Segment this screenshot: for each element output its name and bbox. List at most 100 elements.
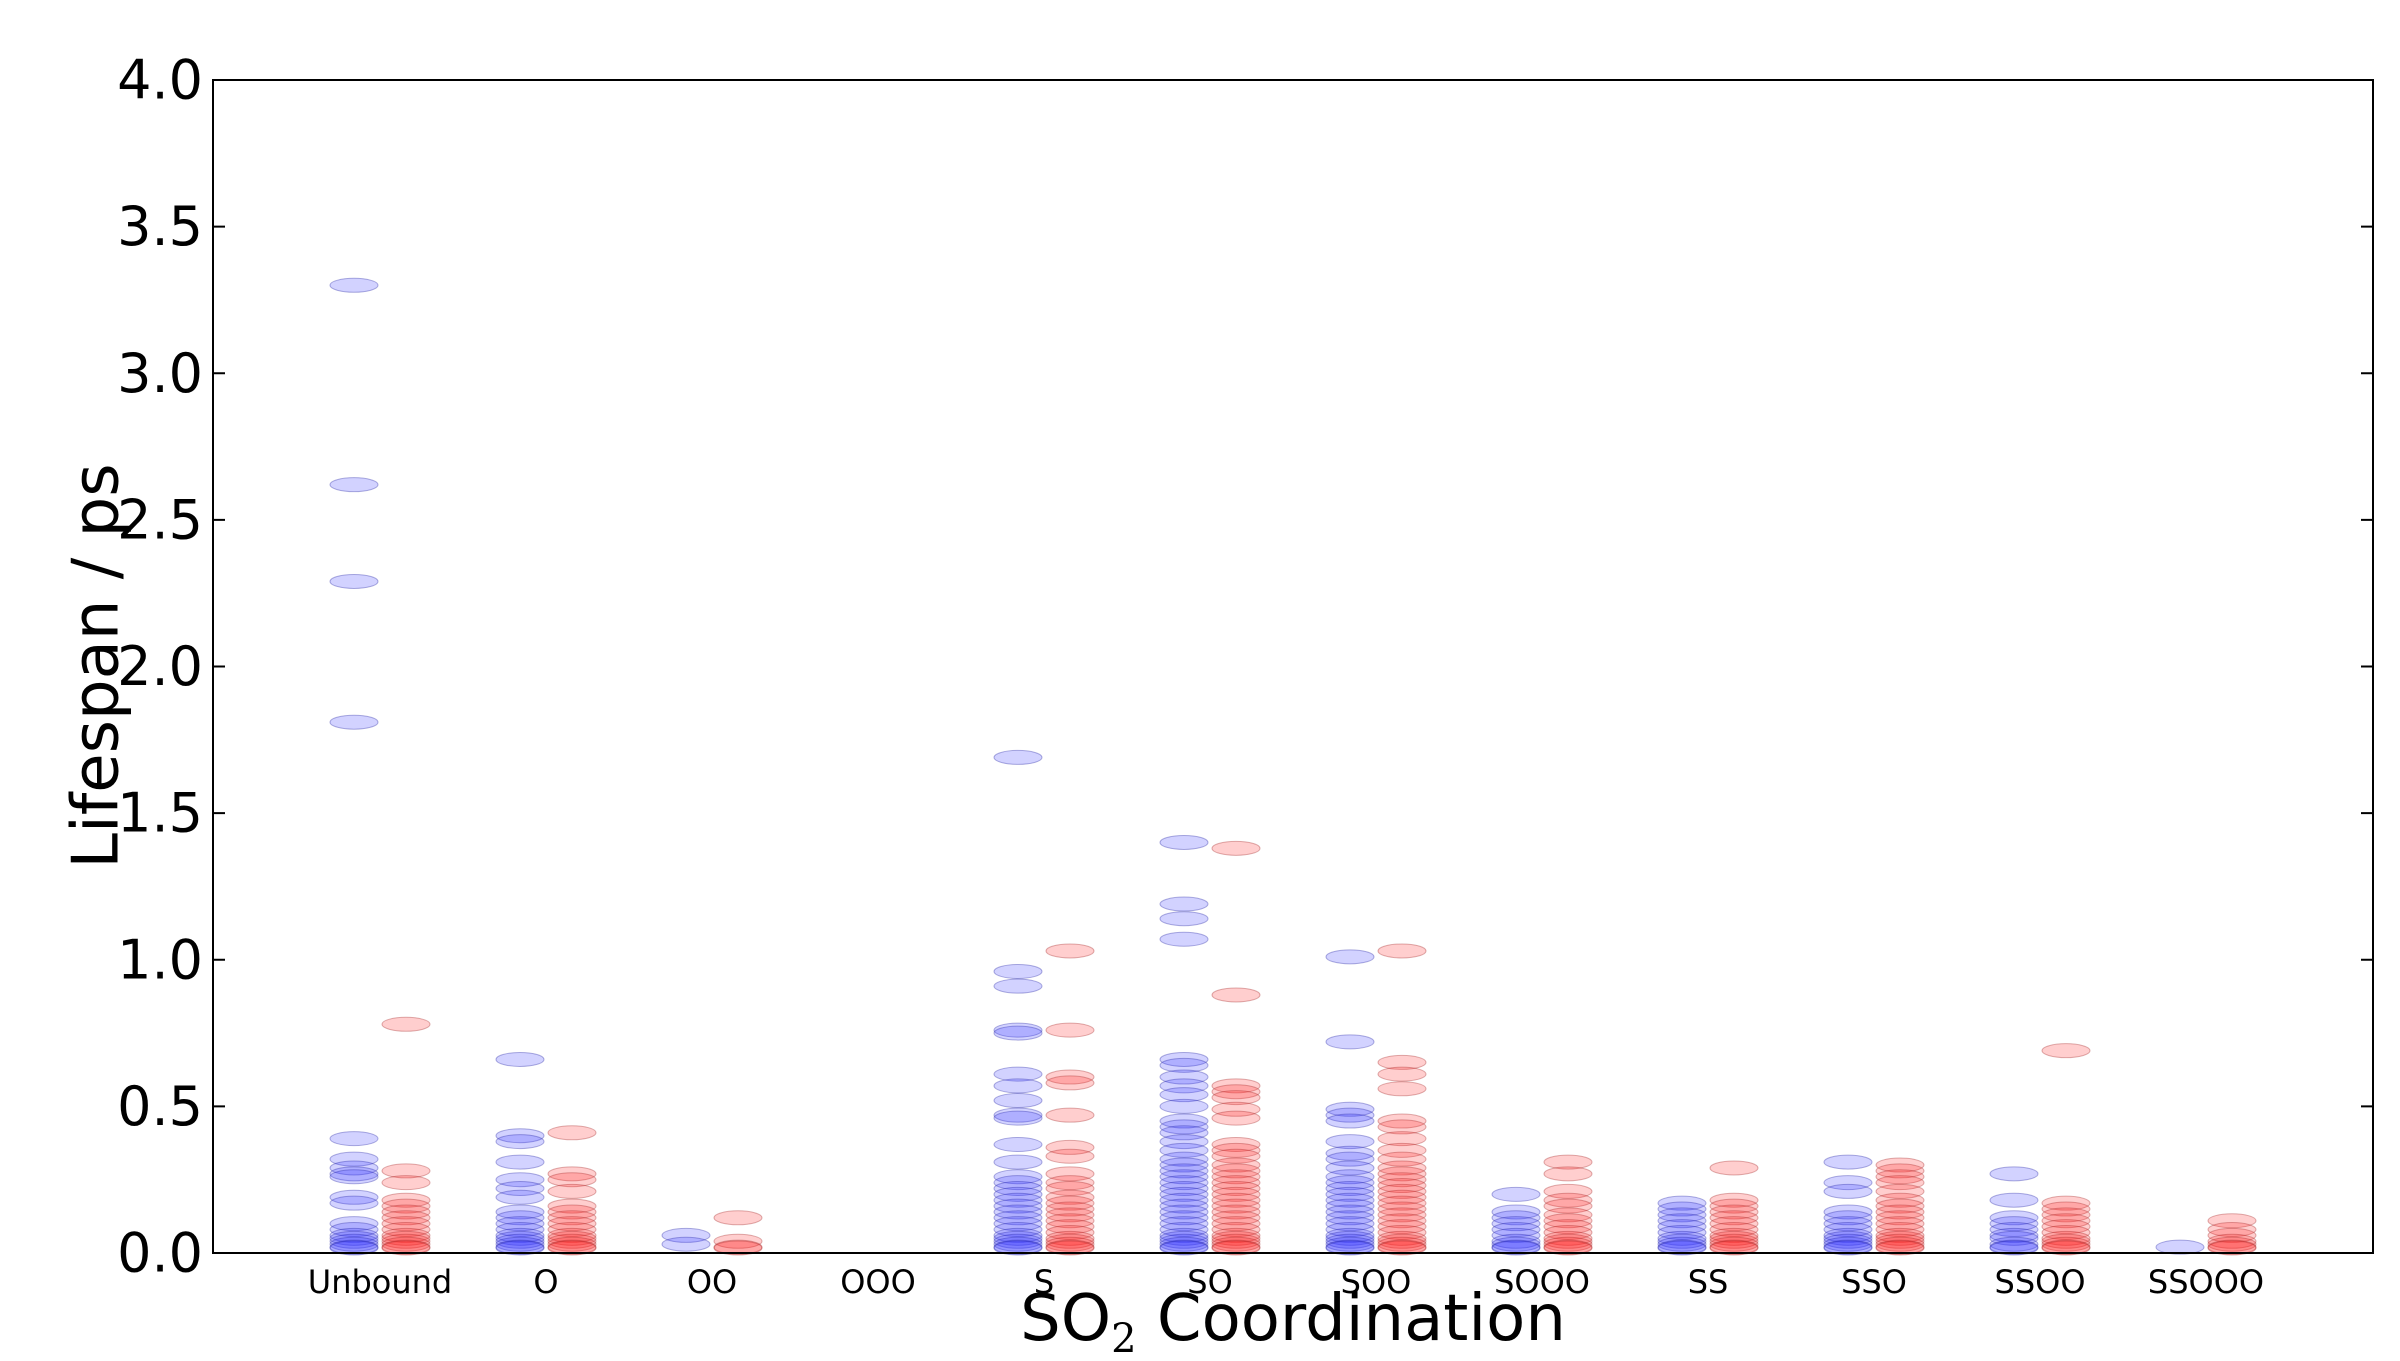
point-series-0-soo-105 [1325, 1134, 1375, 1150]
point-series-0-soo-114 [1325, 1198, 1375, 1214]
point-series-0-soo-117 [1325, 1216, 1375, 1232]
point-series-0-so-71 [1159, 1057, 1209, 1073]
point-series-1-soo-107 [1377, 1236, 1427, 1252]
marks-layer [329, 277, 2257, 1256]
point-series-1-so-73 [1211, 1198, 1261, 1214]
x-tick-label-s: S [1034, 1263, 1054, 1301]
point-series-0-so-73 [1159, 1078, 1209, 1094]
point-series-1-s-36 [1045, 1069, 1095, 1085]
point-series-1-sso-140 [1875, 1175, 1925, 1191]
point-series-1-o-23 [547, 1222, 597, 1238]
y-axis-title: Lifespan / ps [60, 463, 134, 868]
point-series-0-s-44 [993, 1078, 1043, 1094]
point-series-1-unbound-13 [381, 1239, 431, 1255]
point-series-0-so-70 [1159, 1051, 1209, 1067]
point-series-0-so-76 [1159, 1113, 1209, 1129]
point-series-1-ssoo-163 [2041, 1236, 2091, 1252]
point-series-1-ssooo-169 [2207, 1233, 2257, 1249]
point-series-1-ss-135 [1709, 1239, 1759, 1255]
point-series-0-so-78 [1159, 1125, 1209, 1141]
point-series-0-so-96 [1159, 1233, 1209, 1249]
point-series-1-so-62 [1211, 1110, 1261, 1126]
point-series-1-soo-98 [1377, 1189, 1427, 1205]
point-series-0-s-43 [993, 1066, 1043, 1082]
point-series-0-sso-156 [1823, 1236, 1873, 1252]
point-series-1-ss-127 [1709, 1204, 1759, 1220]
point-series-0-sso-149 [1823, 1204, 1873, 1220]
point-series-0-o-21 [495, 1134, 545, 1150]
point-series-1-s-39 [1045, 1139, 1095, 1155]
point-series-1-soo-95 [1377, 1172, 1427, 1188]
x-tick-label-oo: OO [687, 1263, 737, 1301]
point-series-1-sso-147 [1875, 1222, 1925, 1238]
point-series-0-unbound-0 [329, 277, 379, 293]
point-series-1-ss-129 [1709, 1216, 1759, 1232]
point-series-0-so-86 [1159, 1180, 1209, 1196]
point-series-0-sooo-133 [1491, 1239, 1541, 1255]
x-tick-label-sooo: SOOO [1494, 1263, 1590, 1301]
point-series-0-soo-124 [1325, 1240, 1375, 1256]
point-series-0-o-25 [495, 1189, 545, 1205]
point-series-1-soo-104 [1377, 1224, 1427, 1240]
point-series-0-soo-109 [1325, 1169, 1375, 1185]
point-series-1-s-49 [1045, 1219, 1095, 1235]
point-series-0-unbound-18 [329, 1240, 379, 1256]
point-series-0-so-85 [1159, 1175, 1209, 1191]
point-series-1-ssoo-159 [2041, 1219, 2091, 1235]
point-series-0-soo-112 [1325, 1186, 1375, 1202]
point-series-1-ssoo-160 [2041, 1224, 2091, 1240]
point-series-0-o-33 [495, 1236, 545, 1252]
point-series-1-sooo-115 [1543, 1207, 1593, 1223]
point-series-1-ssoo-162 [2041, 1233, 2091, 1249]
x-tick-label-so: SO [1187, 1263, 1233, 1301]
point-series-1-ss-124 [1709, 1160, 1759, 1176]
point-series-1-s-40 [1045, 1148, 1095, 1164]
point-series-1-soo-88 [1377, 1113, 1427, 1129]
point-series-0-ss-137 [1657, 1207, 1707, 1223]
point-series-0-o-24 [495, 1180, 545, 1196]
point-series-0-ssoo-167 [1989, 1239, 2039, 1255]
y-tick-label-8: 4.0 [117, 49, 203, 112]
point-series-1-ss-130 [1709, 1222, 1759, 1238]
point-series-0-sso-155 [1823, 1233, 1873, 1249]
point-series-0-o-22 [495, 1154, 545, 1170]
point-series-0-so-69 [1159, 931, 1209, 947]
point-series-1-sooo-120 [1543, 1233, 1593, 1249]
y-tick-label-6: 3.0 [117, 342, 203, 405]
point-series-0-sooo-128 [1491, 1216, 1541, 1232]
point-series-1-sooo-118 [1543, 1224, 1593, 1240]
x-axis-title: SO2 Coordination [1020, 1282, 1566, 1361]
point-series-1-so-74 [1211, 1204, 1261, 1220]
point-series-0-sso-150 [1823, 1210, 1873, 1226]
point-series-1-ss-132 [1709, 1230, 1759, 1246]
point-series-0-so-72 [1159, 1069, 1209, 1085]
point-series-1-so-77 [1211, 1222, 1261, 1238]
x-axis-title-main: SO [1020, 1282, 1111, 1356]
point-series-0-soo-103 [1325, 1107, 1375, 1123]
point-series-1-ss-134 [1709, 1236, 1759, 1252]
point-series-0-o-28 [495, 1216, 545, 1232]
point-series-0-s-60 [993, 1227, 1043, 1243]
point-series-1-o-26 [547, 1233, 597, 1249]
point-series-0-s-48 [993, 1136, 1043, 1152]
point-series-0-o-35 [495, 1240, 545, 1256]
point-series-1-unbound-4 [381, 1198, 431, 1214]
point-series-1-so-75 [1211, 1210, 1261, 1226]
x-tick-label-ss: SS [1688, 1263, 1729, 1301]
point-series-0-s-41 [993, 1022, 1043, 1038]
point-series-1-soo-99 [1377, 1195, 1427, 1211]
point-series-1-sso-143 [1875, 1198, 1925, 1214]
point-series-0-s-47 [993, 1110, 1043, 1126]
point-series-0-soo-102 [1325, 1101, 1375, 1117]
point-series-1-o-27 [547, 1236, 597, 1252]
point-series-1-ss-125 [1709, 1192, 1759, 1208]
point-series-0-so-87 [1159, 1186, 1209, 1202]
point-series-1-s-38 [1045, 1107, 1095, 1123]
point-series-1-so-69 [1211, 1175, 1261, 1191]
x-axis-title-subscript: 2 [1111, 1316, 1136, 1361]
point-series-0-soo-121 [1325, 1233, 1375, 1249]
point-series-0-ssoo-162 [1989, 1216, 2039, 1232]
point-series-0-s-65 [993, 1240, 1043, 1256]
point-series-1-sso-146 [1875, 1216, 1925, 1232]
point-series-1-soo-85 [1377, 1054, 1427, 1070]
